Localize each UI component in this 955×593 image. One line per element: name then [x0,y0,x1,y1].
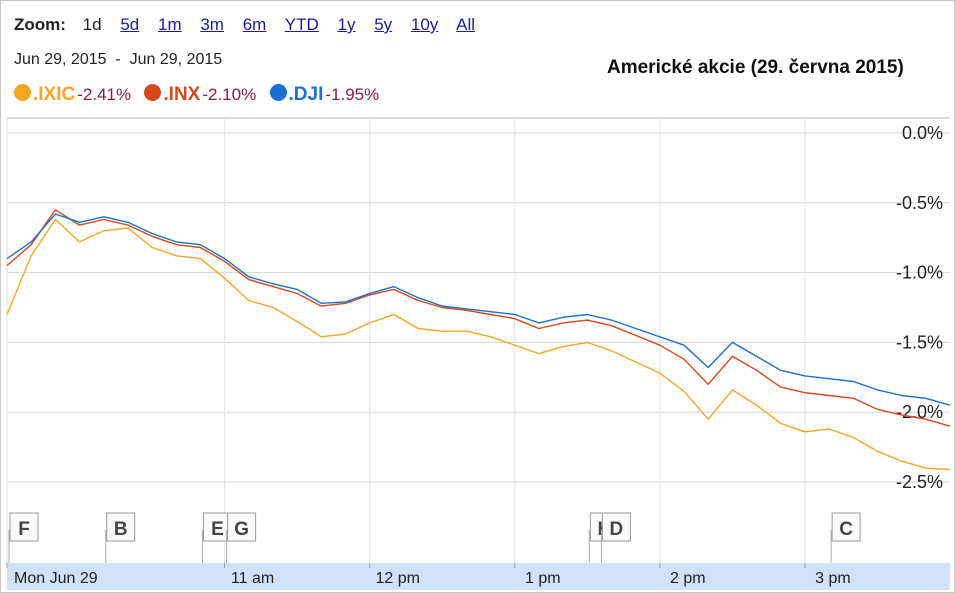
annotation-flag-g: G [234,519,249,540]
y-tick-label: -1.5% [896,332,943,352]
y-tick-label: 0.0% [902,123,943,143]
dji-line [6,213,951,406]
y-tick-label: -1.0% [896,263,943,283]
zoom-option-6m[interactable]: 6m [242,15,267,34]
y-tick-label: -2.5% [896,472,943,492]
date-range: Jun 29, 2015 - Jun 29, 2015 [14,51,222,69]
legend-change-ixic: -2.41% [77,85,132,104]
legend-symbol-inx: .INX [163,84,201,105]
legend-item-dji[interactable]: .DJI -1.95% [269,84,380,106]
x-tick-label: Mon Jun 29 [14,570,98,587]
legend-item-inx[interactable]: .INX -2.10% [144,84,256,106]
annotation-flag-box [9,512,39,542]
x-tick-label: 1 pm [525,570,561,587]
zoom-option-all[interactable]: All [456,15,476,34]
x-tick-label: 11 am [231,570,274,587]
date-range-separator: - [115,51,121,68]
annotation-flag-box [831,512,861,542]
zoom-option-1d[interactable]: 1d [82,15,102,34]
annotation-flag-e: E [211,519,224,540]
legend-symbol-dji: .DJI [288,84,324,105]
legend-change-dji: -1.95% [325,85,380,104]
zoom-option-1m[interactable]: 1m [157,15,182,34]
zoom-option-10y[interactable]: 10y [410,15,439,34]
legend-change-inx: -2.10% [202,85,257,104]
annotation-flag-f: F [18,519,30,540]
y-tick-label: -0.5% [896,193,943,213]
annotation-flag-c: C [839,519,853,540]
y-tick-label: -2.0% [896,402,943,422]
zoom-option-1y[interactable]: 1y [337,15,356,34]
x-axis-strip [7,563,950,590]
annotation-flag-box [106,512,136,542]
annotation-flag-b: B [114,519,128,540]
legend: .IXIC -2.41% .INX -2.10% .DJI -1.95% [14,84,387,106]
zoom-option-3m[interactable]: 3m [200,15,224,34]
zoom-option-5y[interactable]: 5y [374,15,393,34]
zoom-option-ytd[interactable]: YTD [284,15,319,34]
x-tick-label: 12 pm [375,570,419,587]
zoom-label: Zoom: [14,15,66,34]
legend-symbol-ixic: .IXIC [33,84,76,105]
x-tick-label: 3 pm [815,570,851,587]
inx-dot-icon [144,84,162,101]
inx-line [6,209,951,427]
ixic-dot-icon [14,84,31,101]
date-range-start: Jun 29, 2015 [14,51,107,68]
x-tick-label: 2 pm [670,570,706,587]
date-range-end: Jun 29, 2015 [129,51,223,68]
annotation-flag-d: D [610,519,624,540]
zoom-option-5d[interactable]: 5d [120,15,140,34]
zoom-bar: Zoom: 1d 5d 1m 3m 6m YTD 1y 5y 10y All [14,15,489,35]
chart-title: Americké akcie (29. června 2015) [607,57,904,78]
legend-item-ixic[interactable]: .IXIC -2.41% [14,84,131,106]
dji-dot-icon [269,84,287,101]
annotation-flag-box [227,512,257,542]
ixic-line [6,218,951,471]
annotation-flag-box [601,512,631,542]
